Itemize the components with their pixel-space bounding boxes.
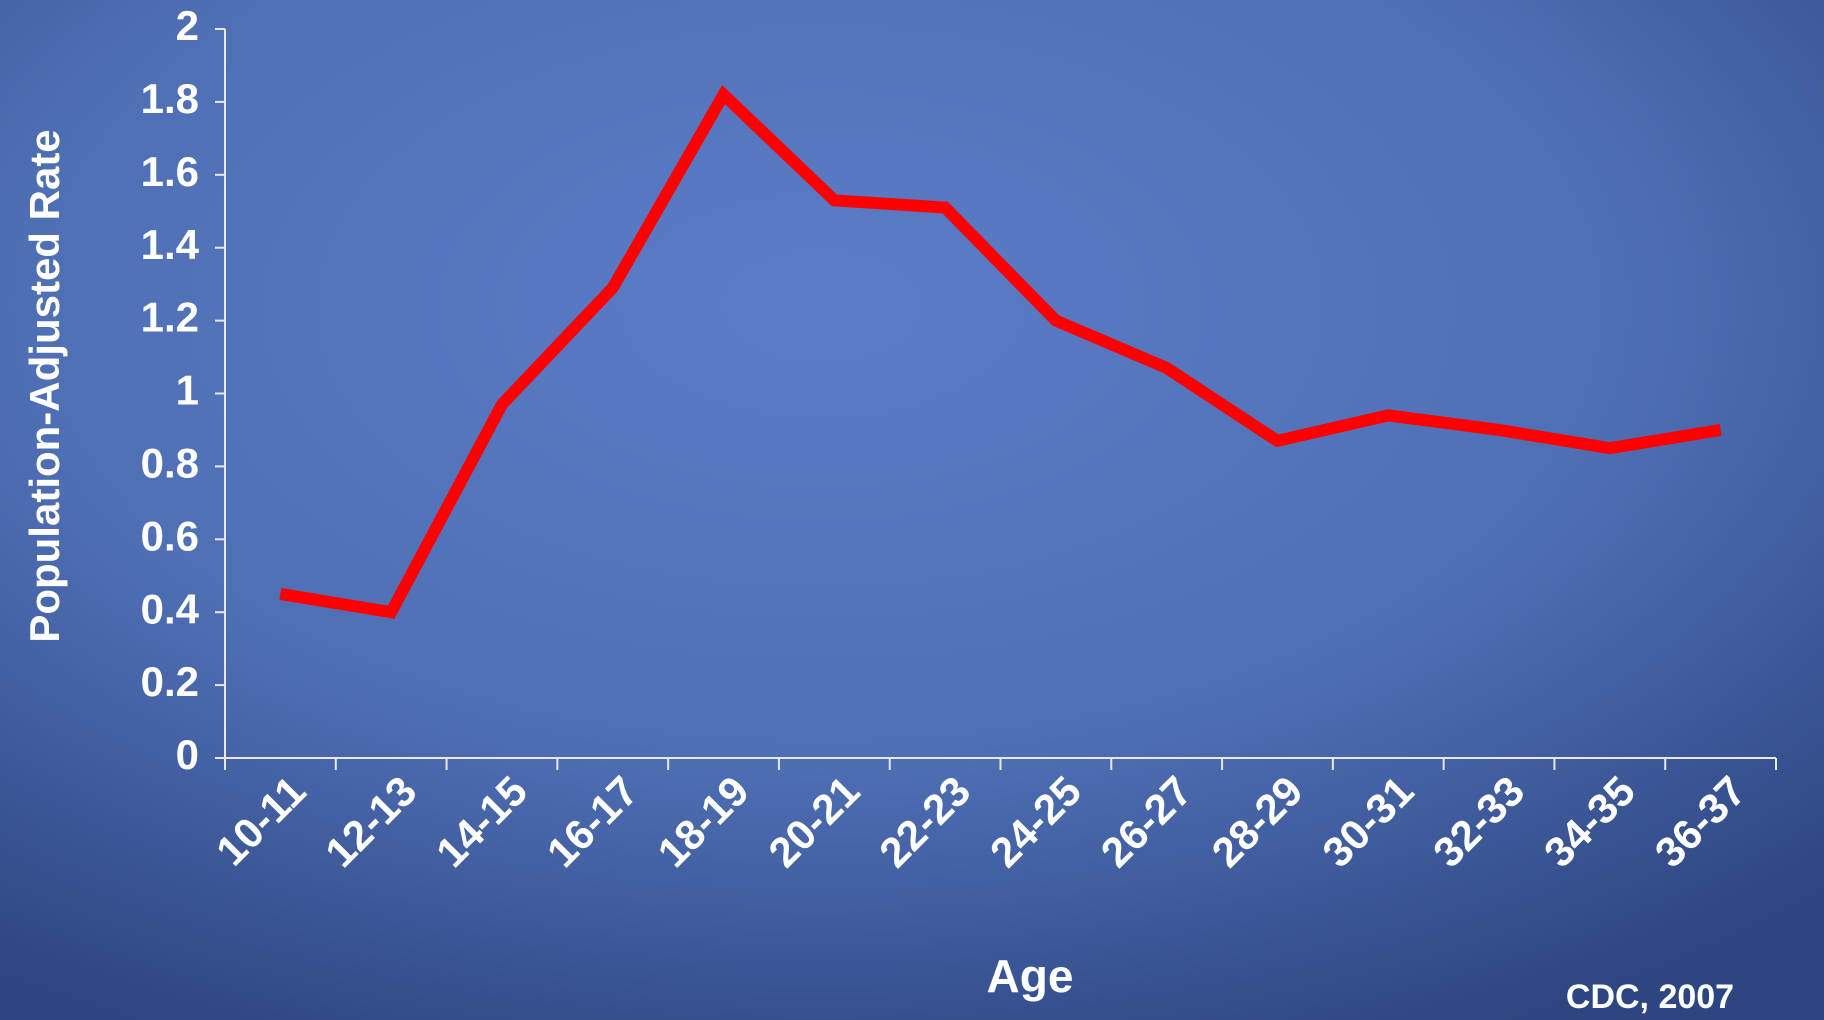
source-note: CDC, 2007 [1566,978,1734,1016]
y-axis-title: Population-Adjusted Rate [21,129,68,642]
y-tick-label: 1 [176,367,199,414]
y-tick-label: 0.8 [141,439,199,486]
y-tick-label: 1.8 [141,75,199,122]
y-tick-label: 0.6 [141,512,199,559]
y-tick-label: 2 [176,2,199,49]
y-tick-label: 0 [176,731,199,778]
y-tick-label: 1.4 [141,221,200,268]
y-tick-label: 1.2 [141,294,199,341]
y-tick-label: 1.6 [141,148,199,195]
y-tick-label: 0.2 [141,658,199,705]
y-tick-label: 0.4 [141,585,200,632]
data-line [279,84,1722,619]
x-axis-title: Age [987,950,1074,1002]
